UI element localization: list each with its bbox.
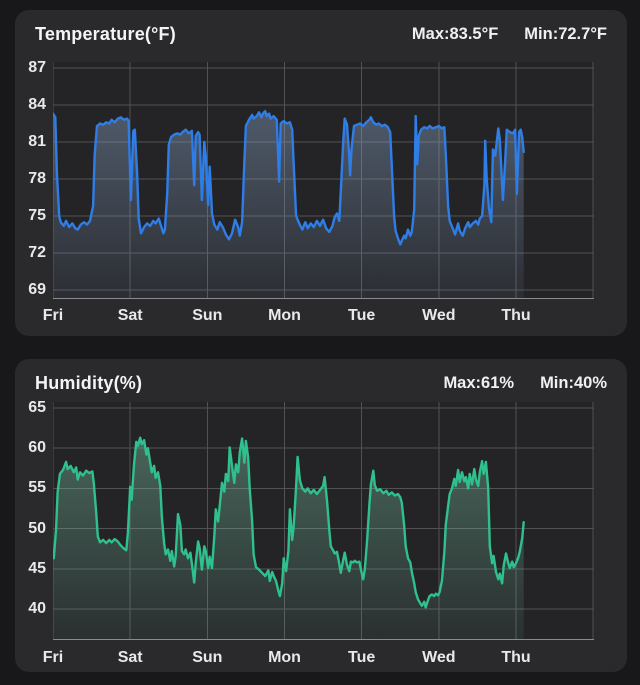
y-tick-label: 60: [28, 439, 46, 457]
x-tick-label: Sun: [192, 307, 223, 324]
y-tick-label: 55: [28, 479, 46, 497]
x-tick-label: Fri: [42, 649, 64, 666]
y-tick-label: 45: [28, 559, 46, 577]
x-tick-label: Tue: [348, 307, 376, 324]
humidity-card-header: Humidity(%) Max:61% Min:40%: [35, 370, 607, 396]
humidity-chart-plot[interactable]: [53, 402, 594, 640]
y-tick-label: 69: [28, 281, 46, 298]
humidity-title: Humidity(%): [35, 372, 143, 393]
x-tick-label: Sun: [192, 649, 223, 666]
temperature-maxmin: Max:83.5°F Min:72.7°F: [412, 25, 607, 44]
x-tick-label: Mon: [268, 307, 301, 324]
y-tick-label: 72: [28, 244, 46, 261]
humidity-min-label: Min:40%: [540, 373, 607, 392]
temperature-max-label: Max:83.5°F: [411, 24, 499, 43]
humidity-card: Humidity(%) Max:61% Min:40% 65 60 55 50 45 40…: [15, 359, 627, 672]
x-tick-label: Thu: [501, 307, 531, 324]
temperature-min-label: Min:72.7°F: [524, 24, 607, 43]
temperature-title: Temperature(°F): [35, 23, 176, 44]
y-tick-label: 84: [28, 96, 46, 113]
y-tick-label: 65: [28, 399, 46, 416]
y-tick-label: 78: [28, 170, 46, 187]
x-tick-label: Tue: [348, 649, 376, 666]
y-tick-label: 75: [28, 207, 46, 224]
x-tick-label: Wed: [422, 307, 456, 324]
x-tick-label: Sat: [117, 649, 143, 666]
x-tick-label: Wed: [422, 649, 456, 666]
y-tick-label: 81: [28, 133, 46, 150]
temperature-chart-plot[interactable]: [53, 62, 594, 299]
x-tick-label: Thu: [501, 649, 531, 666]
x-tick-label: Mon: [268, 649, 301, 666]
x-tick-label: Fri: [42, 307, 64, 324]
temperature-card: Temperature(°F) Max:83.5°F Min:72.7°F 87…: [15, 10, 627, 336]
temperature-card-header: Temperature(°F) Max:83.5°F Min:72.7°F: [35, 21, 607, 47]
y-tick-label: 50: [28, 519, 46, 537]
humidity-max-label: Max:61%: [443, 373, 515, 392]
humidity-maxmin: Max:61% Min:40%: [443, 374, 607, 393]
y-tick-label: 87: [28, 59, 46, 76]
x-tick-label: Sat: [117, 307, 143, 324]
y-tick-label: 40: [28, 600, 46, 617]
